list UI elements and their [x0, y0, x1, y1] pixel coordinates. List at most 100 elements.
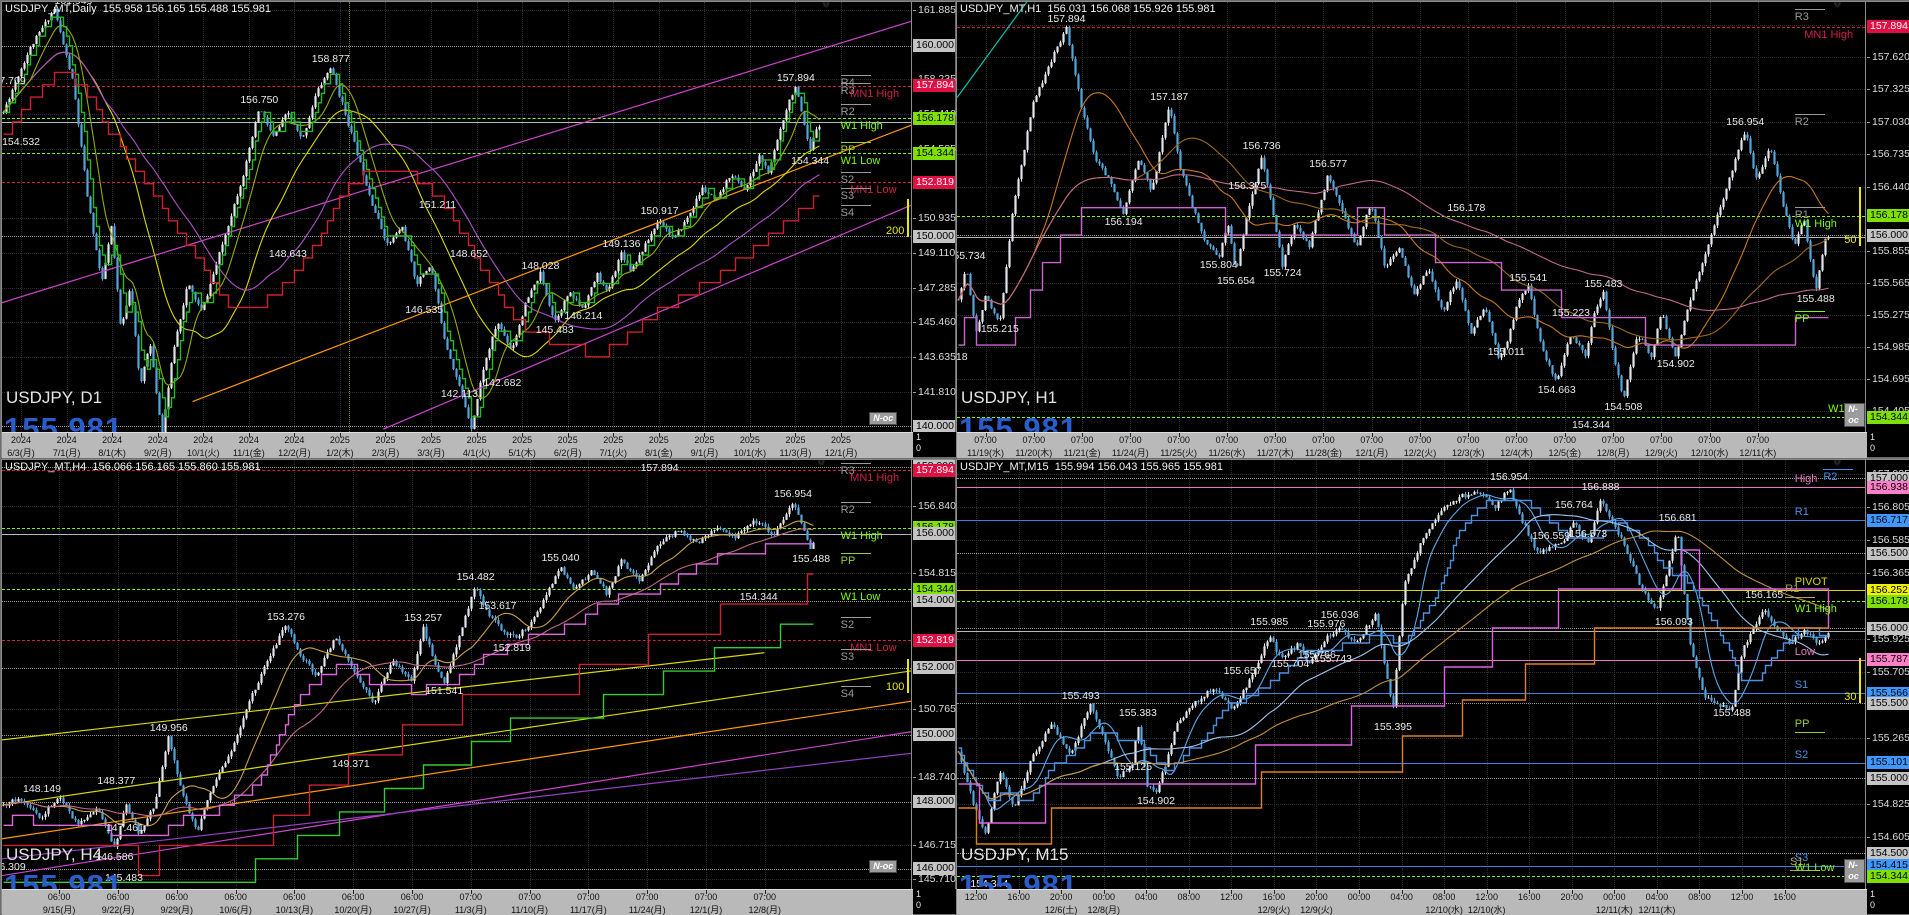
time-tick-mark [1188, 890, 1190, 894]
price-badge-red: 152.819 [913, 633, 955, 647]
time-tick-mark [203, 433, 205, 437]
time-tick-row1: 07:00 [1022, 435, 1046, 445]
axis-tick-label: 156.440 [1872, 180, 1909, 193]
price-badge-red: 157.894 [913, 79, 955, 93]
time-tick-row1: 2025 [375, 435, 396, 445]
pivot-label: S3 [840, 651, 855, 664]
time-tick-row1: 07:00 [518, 892, 541, 902]
price-badge-red: 157.894 [913, 463, 955, 477]
plot-area-h4[interactable]: 100148.149148.377149.956147.461146.58646… [2, 460, 912, 889]
price-label: 57.709 [2, 75, 26, 88]
time-tick-mark [21, 433, 23, 437]
axis-tick [1867, 540, 1870, 542]
price-label: 156.036 [1320, 608, 1359, 621]
pivot-label: MN1 Low [850, 184, 897, 197]
price-badge-gray: 156.000 [1867, 621, 1909, 635]
time-tick-row1: 06:00 [165, 892, 189, 902]
price-label: 154.344 [791, 155, 830, 168]
time-tick-row1: 06:00 [47, 892, 71, 902]
chart-panel-h1[interactable]: 50 157.894 157.187 156.736 156.577 156.375 156… [956, 1, 1909, 458]
time-tick-row1: 06:00 [106, 892, 130, 902]
pivot-tick [840, 616, 871, 618]
price-label: 154.344 [739, 591, 778, 604]
scroll-end-marker[interactable]: ▼ [821, 2, 831, 9]
plot-area-d1[interactable]: 200 161.949 57.709 158.877 156.750 154.532 148… [2, 2, 912, 432]
axis-tick-label: 156.840 [918, 499, 956, 512]
time-tick-row1: 07:00 [1505, 435, 1528, 445]
time-tick-row2: 12/11(木) [1595, 905, 1633, 915]
time-tick-row1: 07:00 [1312, 435, 1335, 445]
time-tick-row1: 07:00 [1360, 435, 1383, 445]
time-tick-row2: 12/1(月) [1355, 448, 1388, 458]
time-tick-mark [1529, 890, 1531, 894]
chart-title: USDJPY_MT,H1 156.031 156.068 155.926 155… [960, 3, 1216, 15]
time-tick-row1: 2025 [512, 435, 533, 445]
axis-tick [1867, 154, 1870, 156]
scroll-end-marker[interactable]: ▼ [816, 460, 826, 467]
time-tick-row1: 07:00 [1650, 435, 1673, 445]
price-label: 156.178 [1447, 201, 1486, 214]
scroll-end-marker[interactable]: ▼ [1832, 460, 1842, 467]
price-label: 154.344 [1572, 419, 1611, 432]
price-label: 148.643 [268, 247, 307, 260]
time-tick-row1: 2025 [603, 435, 624, 445]
time-axis[interactable]: 07:00 11/19(水) 07:00 11/20(木) 07:00 11/21(金) 0… [957, 432, 1867, 458]
price-axis[interactable]: 157.915157.620157.325157.030156.735156.4… [1867, 2, 1909, 432]
chart-title: USDJPY_MT,M15 155.994 156.043 155.965 15… [960, 461, 1223, 473]
axis-tick [1867, 56, 1870, 58]
price-axis[interactable]: 157.025156.805156.585156.365155.925155.7… [1867, 460, 1909, 889]
time-tick-row2: 7/1(火) [599, 448, 628, 458]
indicator-badge: N-oc [1844, 402, 1865, 427]
time-tick-row2: 3/3(月) [417, 448, 445, 458]
scroll-end-marker[interactable]: ▼ [1832, 2, 1842, 9]
axis-tick-label: 143.635 [918, 351, 956, 364]
time-tick-row2: 11/17(月) [569, 905, 607, 915]
time-tick-mark [1018, 890, 1020, 894]
pivot-label: PP [1794, 717, 1810, 730]
pivot-label: High [1794, 473, 1818, 486]
price-badge-gray: 154.000 [913, 594, 955, 608]
pivot-tick [1794, 311, 1825, 313]
axis-tick [913, 505, 916, 507]
plot-area-h1[interactable]: 50 157.894 157.187 156.736 156.577 156.375 156… [957, 2, 1866, 432]
pivot-label: S4 [840, 207, 855, 220]
time-tick-row1: 00:00 [1092, 892, 1115, 902]
time-tick-mark [294, 890, 296, 894]
pivot-tick [1794, 731, 1825, 733]
pivot-label: MN1 High [850, 87, 900, 100]
chart-panel-m15[interactable]: 30 156.954 156.888 156.764 156.681 156.559 156… [956, 459, 1909, 915]
time-tick-row1: 08:00 [1432, 892, 1456, 902]
time-tick-row2: 11/25(火) [1160, 448, 1198, 458]
pivot-label: R2 [1794, 116, 1809, 129]
time-tick-row2: 10/27(月) [393, 905, 431, 915]
time-tick-row1: 07:00 [1553, 435, 1577, 445]
time-tick-row2: 11/28(金) [1304, 448, 1342, 458]
price-label: 146.214 [564, 310, 603, 323]
time-axis[interactable]: 2024 6/3(月) 2024 7/1(月) 2024 8/1(木) 2024 9/2(月)… [2, 432, 913, 458]
time-tick-mark [1316, 890, 1318, 894]
time-axis[interactable]: 12:00 16:00 20:00 12/6(土) 00:00 12/8(月) 04:00 0… [957, 889, 1867, 915]
pivot-label: R3 [840, 85, 855, 98]
time-tick-mark [1656, 890, 1658, 894]
pivot-label: MN1 High [1804, 28, 1854, 41]
pivot-label: S3 [840, 190, 855, 203]
price-label: 153.257 [404, 611, 443, 624]
plot-area-m15[interactable]: 30 156.954 156.888 156.764 156.681 156.559 156… [957, 460, 1866, 889]
time-tick-mark [1661, 433, 1663, 437]
axis-tick-label: 157.325 [1872, 83, 1909, 96]
axis-tick-label: 154.695 [1872, 372, 1909, 385]
chart-panel-h4[interactable]: 100148.149148.377149.956147.461146.58646… [1, 459, 958, 915]
time-tick-row1: 2025 [648, 435, 669, 445]
price-axis[interactable]: 161.885158.235156.410154.585150.935149.1… [913, 2, 956, 433]
chart-panel-d1[interactable]: 200 161.949 57.709 158.877 156.750 154.532 148… [1, 1, 958, 458]
time-tick-mark [385, 433, 387, 437]
price-label: 155.383 [1118, 706, 1157, 719]
time-tick-mark [1082, 433, 1084, 437]
time-tick-row2: 12/11(木) [1638, 905, 1676, 915]
price-axis[interactable]: 156.840 154.815 150.765 148.740 146.715 145.7… [913, 460, 956, 889]
pivot-label: PP [840, 143, 856, 156]
time-axis[interactable]: 06:00 9/15(月) 06:00 9/22(月) 06:00 9/29(月) 06:0… [2, 889, 913, 915]
time-tick-row1: 2025 [785, 435, 806, 445]
time-tick-mark [658, 433, 660, 437]
time-tick-mark [1571, 890, 1573, 894]
